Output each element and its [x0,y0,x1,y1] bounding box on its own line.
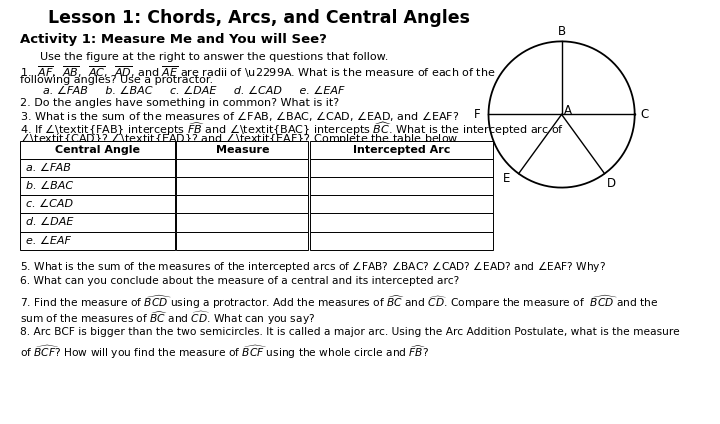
Bar [310,232,493,250]
Text: A: A [564,103,572,117]
Text: c. ∠CAD: c. ∠CAD [26,199,73,209]
Text: Measure: Measure [215,145,269,155]
Bar [176,213,308,232]
Text: d. ∠DAE: d. ∠DAE [26,218,73,227]
Text: Lesson 1: Chords, Arcs, and Central Angles: Lesson 1: Chords, Arcs, and Central Angl… [48,9,470,27]
Text: Intercepted Arc: Intercepted Arc [353,145,450,155]
Text: 3. What is the sum of the measures of $\angle$FAB, $\angle$BAC, $\angle$CAD, $\a: 3. What is the sum of the measures of $\… [20,109,459,123]
Bar [20,213,175,232]
Bar [310,159,493,177]
Text: B: B [557,25,566,38]
Text: Activity 1: Measure Me and You will See?: Activity 1: Measure Me and You will See? [20,33,327,46]
Bar [20,195,175,213]
Bar [20,141,175,159]
Bar [20,232,175,250]
Bar [20,159,175,177]
Text: of $\widehat{BCF}$? How will you find the measure of $\widehat{BCF}$ using the w: of $\widehat{BCF}$? How will you find th… [20,344,429,361]
Text: a. ∠FAB     b. ∠BAC     c. ∠DAE     d. ∠CAD     e. ∠EAF: a. ∠FAB b. ∠BAC c. ∠DAE d. ∠CAD e. ∠EAF [43,86,345,96]
Bar [310,177,493,195]
Text: 4. If $\angle$\textit{FAB} intercepts $\widehat{FB}$ and $\angle$\textit{BAC} in: 4. If $\angle$\textit{FAB} intercepts $\… [20,120,564,138]
Bar [176,232,308,250]
Text: 8. Arc BCF is bigger than the two semicircles. It is called a major arc. Using t: 8. Arc BCF is bigger than the two semici… [20,327,680,337]
Text: C: C [640,108,648,121]
Bar [176,177,308,195]
Text: a. ∠FAB: a. ∠FAB [26,163,71,173]
Text: e. ∠EAF: e. ∠EAF [26,236,71,245]
Bar [310,213,493,232]
Bar [176,195,308,213]
Bar [176,141,308,159]
Text: 5. What is the sum of the measures of the intercepted arcs of $\angle$FAB? $\ang: 5. What is the sum of the measures of th… [20,259,606,274]
Bar [310,195,493,213]
Text: b. ∠BAC: b. ∠BAC [26,181,73,191]
Text: following angles? Use a protractor.: following angles? Use a protractor. [20,75,213,85]
Text: Use the figure at the right to answer the questions that follow.: Use the figure at the right to answer th… [40,52,388,62]
Text: 2. Do the angles have something in common? What is it?: 2. Do the angles have something in commo… [20,98,339,109]
Text: 6. What can you conclude about the measure of a central and its intercepted arc?: 6. What can you conclude about the measu… [20,276,459,286]
Text: 1.  $\overline{AF}$,  $\overline{AB}$,  $\overline{AC}$,  $\overline{AD}$, and $: 1. $\overline{AF}$, $\overline{AB}$, $\o… [20,64,496,80]
Text: 7. Find the measure of $\widehat{BCD}$ using a protractor. Add the measures of $: 7. Find the measure of $\widehat{BCD}$ u… [20,293,659,311]
Bar [310,141,493,159]
Text: D: D [606,177,616,190]
Text: E: E [503,172,510,184]
Bar [176,159,308,177]
Bar [20,177,175,195]
Text: Central Angle: Central Angle [55,145,140,155]
Text: F: F [474,108,480,121]
Text: sum of the measures of $\widehat{BC}$ and $\widehat{CD}$. What can you say?: sum of the measures of $\widehat{BC}$ an… [20,310,315,327]
Text: $\angle$\textit{CAD}? $\angle$\textit{EAD}? and $\angle$\textit{EAF}? Complete t: $\angle$\textit{CAD}? $\angle$\textit{EA… [20,131,462,145]
